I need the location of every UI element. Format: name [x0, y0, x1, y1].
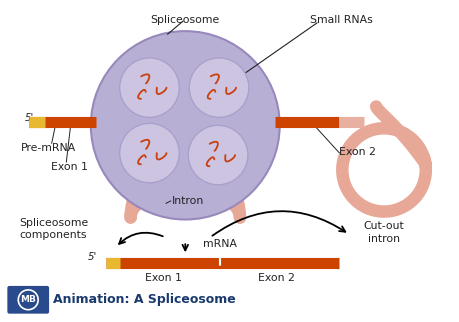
- Text: Animation: A Spliceosome: Animation: A Spliceosome: [53, 293, 235, 306]
- Text: Exon 2: Exon 2: [257, 273, 295, 283]
- Text: Intron: Intron: [172, 196, 204, 206]
- Text: Exon 2: Exon 2: [339, 147, 375, 157]
- Text: Exon 1: Exon 1: [51, 162, 88, 172]
- Text: MB: MB: [20, 295, 36, 304]
- Text: Pre-mRNA: Pre-mRNA: [21, 143, 76, 153]
- Text: Small RNAs: Small RNAs: [309, 15, 371, 25]
- Text: 5': 5': [87, 252, 96, 262]
- Circle shape: [188, 125, 247, 185]
- Text: Exon 1: Exon 1: [145, 273, 181, 283]
- Text: Cut-out
intron: Cut-out intron: [363, 222, 403, 244]
- Circle shape: [90, 31, 279, 220]
- FancyBboxPatch shape: [7, 286, 49, 314]
- Circle shape: [119, 123, 179, 183]
- Text: mRNA: mRNA: [202, 239, 236, 249]
- Text: Spliceosome: Spliceosome: [150, 15, 219, 25]
- Circle shape: [119, 58, 179, 118]
- Circle shape: [189, 58, 248, 118]
- Text: Spliceosome
components: Spliceosome components: [19, 217, 88, 240]
- Text: 5': 5': [25, 113, 34, 123]
